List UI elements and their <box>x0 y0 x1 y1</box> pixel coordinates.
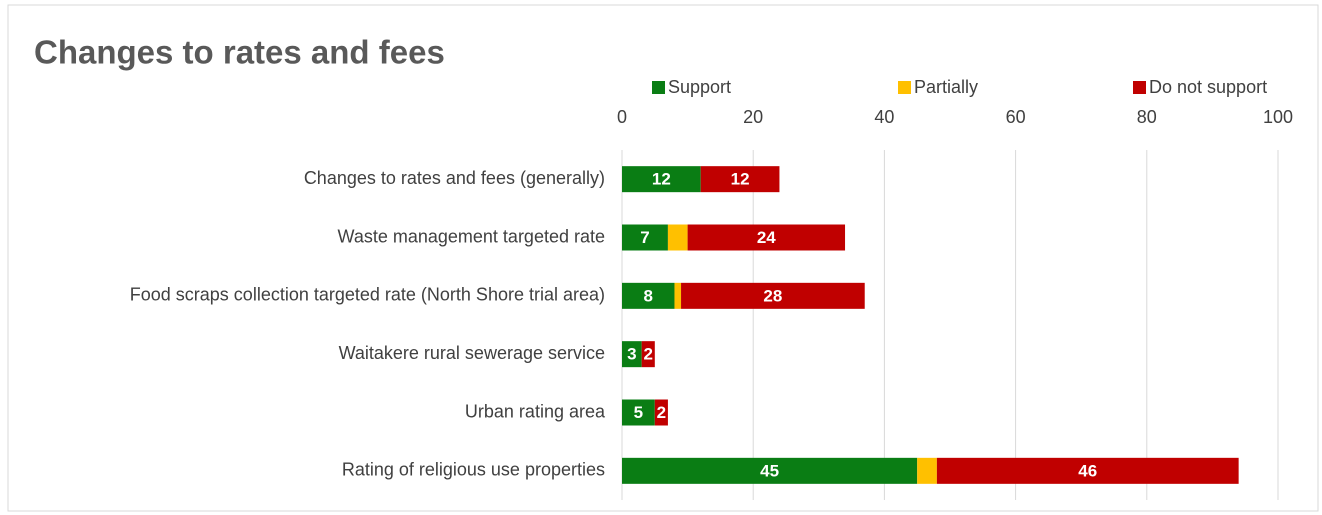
data-label: 24 <box>757 228 776 247</box>
bar-segment <box>622 224 668 251</box>
bar-segment <box>622 166 701 193</box>
legend-swatch <box>898 81 911 94</box>
x-tick-label: 60 <box>1006 107 1026 127</box>
bar-segment <box>700 166 780 193</box>
bar-segment <box>687 224 846 251</box>
legend-label: Do not support <box>1149 77 1267 97</box>
bar-segment <box>917 457 937 484</box>
bar-segment <box>667 224 688 251</box>
bar-segment <box>681 282 865 309</box>
bar-segment <box>622 341 642 368</box>
y-tick-label: Food scraps collection targeted rate (No… <box>130 285 605 305</box>
chart-frame <box>7 4 1319 512</box>
bar-segment <box>641 341 655 368</box>
x-tick-label: 0 <box>617 107 627 127</box>
data-label: 7 <box>640 228 649 247</box>
legend-swatch <box>652 81 665 94</box>
bar-segment <box>674 282 682 309</box>
bar-segment <box>622 282 675 309</box>
data-label: 3 <box>627 345 636 364</box>
y-tick-label: Changes to rates and fees (generally) <box>304 168 605 188</box>
y-tick-label: Rating of religious use properties <box>342 460 605 480</box>
legend-label: Support <box>668 77 731 97</box>
chart-title: Changes to rates and fees <box>34 34 445 71</box>
data-label: 8 <box>644 286 653 305</box>
bar-segment <box>622 457 918 484</box>
data-label: 2 <box>657 403 666 422</box>
data-label: 5 <box>634 403 643 422</box>
x-tick-label: 40 <box>874 107 894 127</box>
data-label: 12 <box>731 170 750 189</box>
data-label: 45 <box>760 461 779 480</box>
legend-label: Partially <box>914 77 978 97</box>
y-tick-label: Urban rating area <box>465 401 606 421</box>
x-tick-label: 20 <box>743 107 763 127</box>
y-tick-label: Waitakere rural sewerage service <box>339 343 605 363</box>
data-label: 2 <box>644 345 653 364</box>
y-tick-label: Waste management targeted rate <box>338 226 605 246</box>
x-tick-label: 80 <box>1137 107 1157 127</box>
bar-segment <box>654 399 668 426</box>
x-tick-label: 100 <box>1263 107 1293 127</box>
legend-swatch <box>1133 81 1146 94</box>
data-label: 12 <box>652 170 671 189</box>
data-label: 28 <box>763 286 782 305</box>
bar-segment <box>622 399 655 426</box>
bar-segment <box>936 457 1239 484</box>
data-label: 46 <box>1078 461 1097 480</box>
